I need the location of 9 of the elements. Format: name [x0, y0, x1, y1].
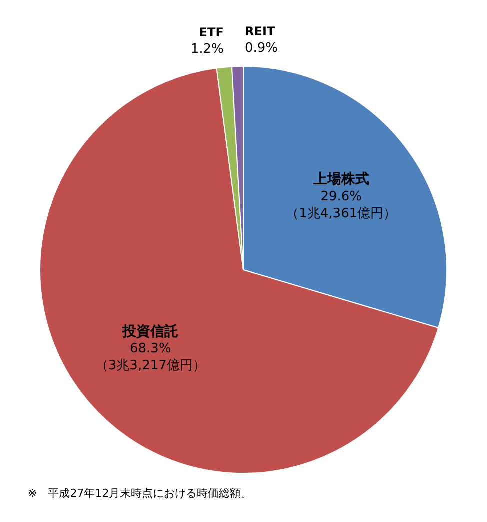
slice-label: 投資信託 [122, 324, 179, 340]
text: ※ 平成27年12月末時点における時価総額。 [28, 486, 252, 501]
data-label: 1.2% [190, 42, 224, 57]
data-label: 0.9% [245, 40, 278, 56]
slice-label: 上場株式 [312, 172, 370, 188]
data-label: 68.3% （3兆3,217億円） [95, 342, 206, 374]
slice-label: REIT [245, 24, 276, 39]
slice-label: ETF [199, 26, 224, 40]
data-label: 29.6% （1兆4,361億円） [286, 189, 397, 222]
